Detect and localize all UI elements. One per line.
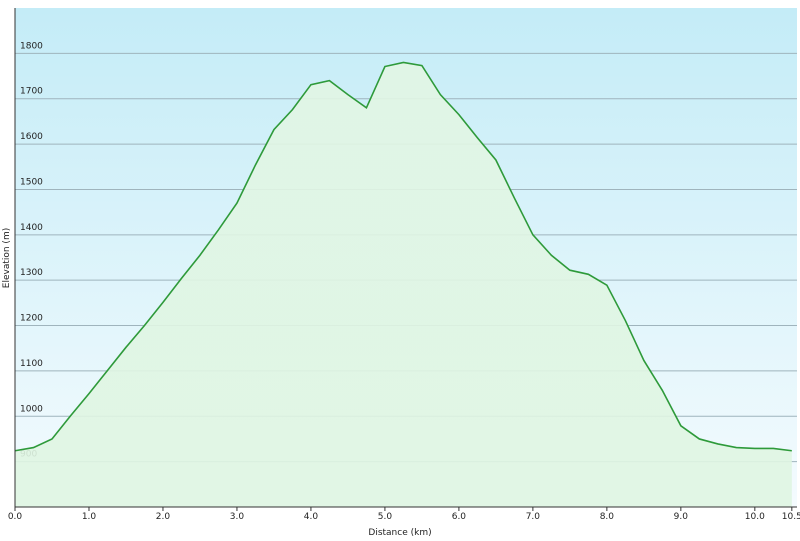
x-axis-label: Distance (km) xyxy=(368,528,431,538)
y-tick-label: 1100 xyxy=(20,359,43,369)
elevation-line xyxy=(14,61,792,452)
x-tick-label: 1.0 xyxy=(82,512,97,522)
x-tick-label: 6.0 xyxy=(452,512,467,522)
x-tick-label: 7.0 xyxy=(526,512,541,522)
y-tick-label: 1700 xyxy=(20,87,43,97)
x-tick-label: 8.0 xyxy=(600,512,615,522)
x-tick-label: 2.0 xyxy=(156,512,171,522)
x-tick-label: 0.0 xyxy=(8,512,23,522)
x-tick-label: 9.0 xyxy=(674,512,689,522)
y-tick-label: 1800 xyxy=(20,41,43,51)
y-tick-label: 1600 xyxy=(20,132,43,142)
y-tick-label: 1300 xyxy=(20,268,43,278)
y-tick-label: 1400 xyxy=(20,223,43,233)
y-tick-label: 1000 xyxy=(20,404,43,414)
x-tick-label: 10.0 xyxy=(745,512,765,522)
area-fill xyxy=(15,62,792,507)
y-axis-label: Elevation (m) xyxy=(2,228,12,288)
x-tick-label: 4.0 xyxy=(304,512,319,522)
y-tick-label: 1500 xyxy=(20,177,43,187)
x-tick-label: 10.5 xyxy=(782,512,800,522)
y-tick-label: 1200 xyxy=(20,314,43,324)
x-tick-label: 5.0 xyxy=(378,512,393,522)
x-tick-label: 3.0 xyxy=(230,512,245,522)
